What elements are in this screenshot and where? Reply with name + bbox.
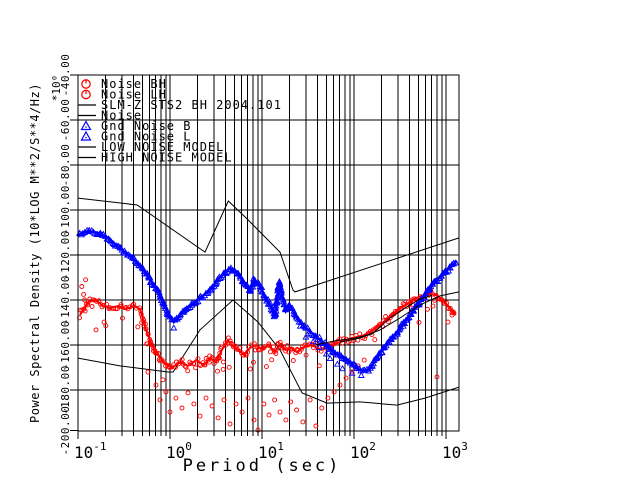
y-tick-label: -120.00 (59, 230, 72, 280)
legend-label: LOW NOISE MODEL (101, 140, 224, 154)
legend-label: Noise BH (101, 77, 167, 91)
gnd_noise_b-markers (76, 226, 460, 374)
x-tick-label: 10-1 (74, 440, 107, 462)
y-tick-label: -100.00 (59, 185, 72, 235)
legend-item: HIGH NOISE MODEL (78, 151, 233, 165)
legend-item: Gnd Noise B (80, 119, 191, 133)
gnd_noise_l-markers (302, 333, 365, 378)
axes (70, 74, 460, 439)
y-tick-label: -40.00 (59, 54, 72, 97)
legend-item: Gnd Noise L (80, 130, 191, 144)
y-axis-title: Power Spectral Density (10*LOG M**2/S**4… (28, 83, 42, 423)
x-tick-label: 102 (350, 440, 376, 462)
plot-frame (77, 74, 460, 432)
triangle-marker-icon (85, 126, 87, 128)
axis-labels: -40.00-60.00-80.00-100.00-120.00-140.00-… (59, 54, 468, 462)
data-series (76, 197, 460, 433)
legend-label: Noise (101, 109, 142, 123)
legend-label: Gnd Noise L (101, 130, 191, 144)
y-scale-factor: *10⁰ (50, 75, 63, 102)
legend-label: Noise LH (101, 88, 167, 102)
legend-item: Noise (78, 109, 142, 123)
y-tick-label: -80.00 (59, 144, 72, 187)
legend-item: SLM-Z STS2 BH 2004.101 (78, 98, 282, 112)
y-tick-label: -200.00 (59, 406, 72, 456)
legend-item: Noise LH (81, 88, 167, 102)
y-tick-label: -60.00 (59, 99, 72, 142)
legend-label: HIGH NOISE MODEL (101, 151, 233, 165)
x-axis-title: Period (sec) (183, 456, 342, 476)
triangle-marker-icon (85, 136, 87, 139)
high_noise_model-line (77, 197, 460, 293)
slm_sts2-line (339, 291, 460, 343)
gnd_noise_b-line (77, 229, 458, 373)
y-tick-label: -180.00 (59, 365, 72, 415)
triangle-marker-icon (80, 120, 92, 131)
y-tick-label: -160.00 (59, 320, 72, 370)
noise_line-line (314, 294, 433, 346)
legend-item: LOW NOISE MODEL (78, 140, 224, 154)
legend-label: SLM-Z STS2 BH 2004.101 (101, 98, 282, 112)
legend-label: Gnd Noise B (101, 119, 191, 133)
y-tick-label: -140.00 (59, 275, 72, 325)
triangle-marker-icon (80, 130, 92, 141)
x-tick-label: 103 (442, 440, 468, 462)
low_noise_model-line (77, 299, 460, 406)
noise_lh-markers (79, 277, 455, 433)
legend-item: Noise BH (81, 77, 167, 91)
